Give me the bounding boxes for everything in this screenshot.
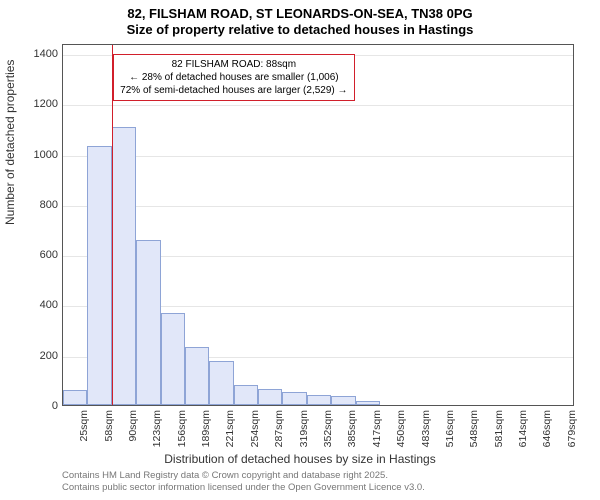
histogram-bar [63,390,87,405]
x-tick-label: 516sqm [444,410,456,460]
x-tick-label: 156sqm [176,410,188,460]
gridline [63,105,573,106]
annotation-line1: 82 FILSHAM ROAD: 88sqm [120,58,347,71]
chart-container: 82, FILSHAM ROAD, ST LEONARDS-ON-SEA, TN… [0,0,600,500]
x-tick-label: 25sqm [78,410,90,460]
x-tick-label: 90sqm [127,410,139,460]
histogram-bar [234,385,258,405]
x-tick-label: 319sqm [298,410,310,460]
y-tick-label: 400 [18,299,58,311]
y-tick-label: 600 [18,249,58,261]
histogram-bar [282,392,306,405]
attribution-line1: Contains HM Land Registry data © Crown c… [62,470,425,482]
x-tick-label: 646sqm [541,410,553,460]
attribution: Contains HM Land Registry data © Crown c… [62,470,425,494]
gridline [63,156,573,157]
x-tick-label: 614sqm [517,410,529,460]
x-tick-label: 58sqm [103,410,115,460]
x-tick-label: 581sqm [493,410,505,460]
gridline [63,206,573,207]
plot-area: 82 FILSHAM ROAD: 88sqm ← 28% of detached… [62,44,574,406]
attribution-line2: Contains public sector information licen… [62,482,425,494]
x-tick-label: 221sqm [224,410,236,460]
histogram-bar [161,313,185,405]
title-line2: Size of property relative to detached ho… [0,22,600,38]
histogram-bar [356,401,380,405]
title-line1: 82, FILSHAM ROAD, ST LEONARDS-ON-SEA, TN… [0,0,600,22]
y-tick-label: 1200 [18,98,58,110]
x-tick-label: 352sqm [322,410,334,460]
x-tick-label: 385sqm [346,410,358,460]
histogram-bar [331,396,355,405]
histogram-bar [136,240,160,405]
histogram-bar [87,146,111,405]
annotation-box: 82 FILSHAM ROAD: 88sqm ← 28% of detached… [113,54,354,101]
histogram-bar [307,395,331,405]
histogram-bar [258,389,282,405]
y-tick-label: 1400 [18,48,58,60]
x-tick-label: 254sqm [249,410,261,460]
x-tick-label: 123sqm [151,410,163,460]
histogram-bar [112,127,136,405]
x-tick-label: 483sqm [420,410,432,460]
histogram-bar [185,347,209,405]
y-tick-label: 1000 [18,149,58,161]
x-tick-label: 417sqm [371,410,383,460]
x-tick-label: 450sqm [395,410,407,460]
x-tick-label: 679sqm [566,410,578,460]
histogram-bar [209,361,233,405]
y-tick-label: 0 [18,400,58,412]
y-tick-label: 800 [18,199,58,211]
annotation-line2: ← 28% of detached houses are smaller (1,… [120,71,347,84]
y-axis-label: Number of detached properties [3,60,17,225]
annotation-line3: 72% of semi-detached houses are larger (… [120,84,347,97]
y-tick-label: 200 [18,350,58,362]
x-tick-label: 287sqm [273,410,285,460]
x-tick-label: 189sqm [200,410,212,460]
x-tick-label: 548sqm [468,410,480,460]
